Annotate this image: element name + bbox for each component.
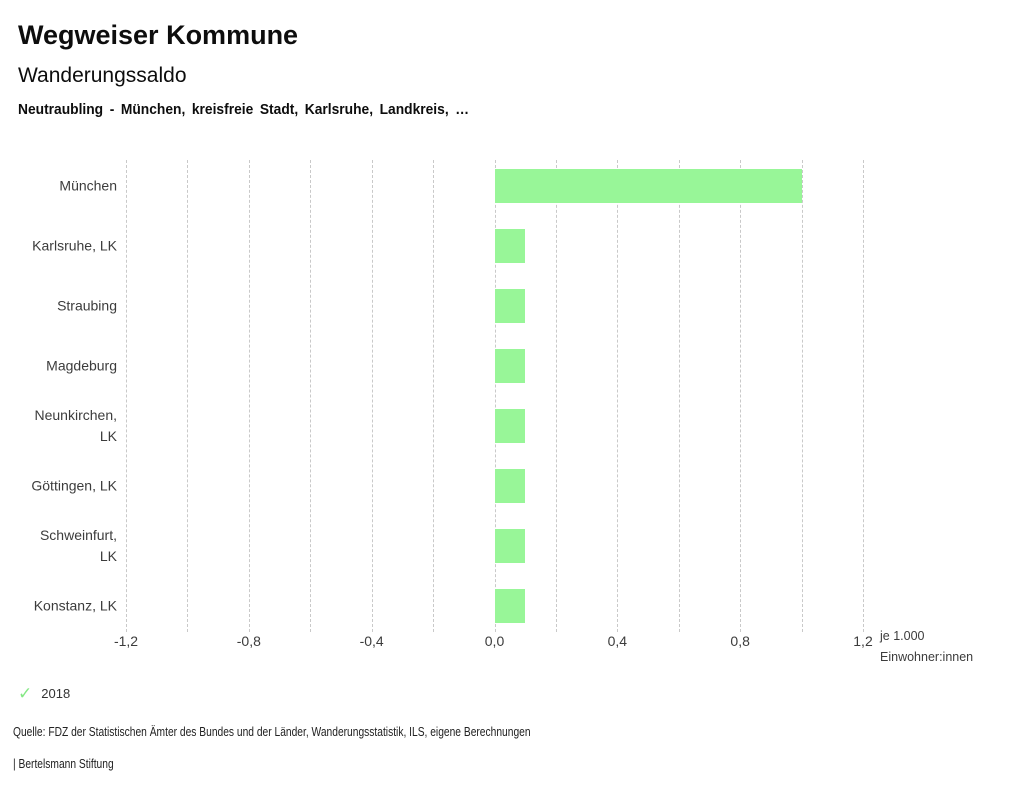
category-label: Karlsruhe, LK [32, 237, 117, 254]
bar[interactable] [494, 229, 526, 263]
bar[interactable] [494, 289, 526, 323]
x-axis-tick-labels: -1,2 -0,8 -0,4 0,0 0,4 0,8 1,2 [114, 633, 873, 651]
chart-title: Wanderungssaldo [18, 64, 187, 87]
category-label: Schweinfurt, LK [39, 527, 117, 564]
x-axis-unit-label: je 1.000 Einwohner:innen [880, 626, 973, 668]
bar[interactable] [494, 589, 526, 623]
x-tick-label: 0,0 [484, 633, 505, 649]
gridline [248, 160, 250, 632]
gridline [863, 160, 864, 632]
category-label: Konstanz, LK [33, 597, 117, 614]
gridline [617, 160, 619, 632]
gridline [555, 160, 557, 632]
gridline [678, 160, 680, 632]
legend-item-2018[interactable]: ✓ 2018 [18, 685, 70, 702]
page-title: Wegweiser Kommune [18, 20, 299, 50]
gridline [801, 160, 803, 632]
legend-year-label: 2018 [41, 686, 71, 701]
gridline [187, 160, 189, 632]
bar[interactable] [494, 529, 526, 563]
bar[interactable] [494, 349, 526, 383]
x-tick-label: -0,4 [359, 633, 384, 649]
gridline [494, 160, 496, 632]
category-label: Neunkirchen, LK [34, 407, 118, 444]
x-tick-label: -0,8 [236, 633, 261, 649]
gridline [310, 160, 312, 632]
category-label: München [59, 177, 117, 194]
gridline [371, 160, 373, 632]
y-axis-category-labels: München Karlsruhe, LK Straubing Magdeburg Ne… [0, 160, 117, 628]
x-axis-unit-line1: je 1.000 [880, 629, 925, 643]
chart-comparison-subtitle: Neutraubling - München, kreisfreie Stadt… [18, 101, 470, 118]
bar[interactable] [494, 169, 802, 203]
category-label: Straubing [57, 297, 117, 314]
bar-chart-plot-area [126, 160, 864, 632]
bar[interactable] [494, 409, 526, 443]
x-tick-label: -1,2 [113, 633, 139, 649]
category-label: Göttingen, LK [31, 477, 117, 494]
gridline [433, 160, 435, 632]
x-axis-unit-line2: Einwohner:innen [880, 650, 974, 664]
gridline [126, 160, 127, 632]
x-tick-label: 0,8 [730, 633, 750, 649]
source-text: Quelle: FDZ der Statistischen Ämter des … [13, 725, 531, 739]
bar[interactable] [494, 469, 526, 503]
gridline [740, 160, 742, 632]
attribution-text: | Bertelsmann Stiftung [13, 757, 114, 771]
x-tick-label: 0,4 [607, 633, 628, 649]
category-label: Magdeburg [46, 357, 117, 374]
checkmark-icon: ✓ [18, 684, 33, 703]
x-tick-label: 1,2 [853, 633, 873, 649]
